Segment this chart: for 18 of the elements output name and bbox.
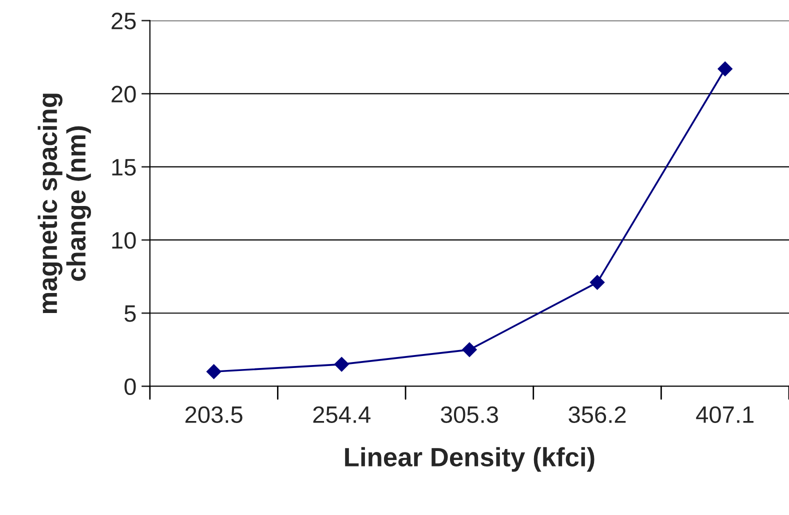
y-tick-label: 20 (112, 86, 136, 103)
point (206, 364, 222, 380)
y-tick-label: 5 (124, 305, 136, 322)
point (462, 342, 477, 358)
y-tick-label: 0 (124, 378, 136, 396)
x-tick-label: 356.2 (568, 406, 626, 424)
point (334, 356, 350, 372)
y-tick-label: 10 (112, 232, 136, 249)
x-tick-label: 254.4 (313, 406, 370, 424)
x-tick-label: 407.1 (696, 406, 754, 424)
x-tick-label: 305.3 (440, 406, 498, 424)
y-tick-label: 15 (112, 159, 136, 176)
point (590, 275, 605, 290)
y-tick-label: 25 (112, 12, 136, 30)
x-axis-title: Linear Density (kfci) (345, 447, 594, 472)
x-tick-label: 203.5 (185, 406, 242, 424)
point (718, 61, 732, 76)
y-axis-title: magnetic spacing change (nm) (38, 94, 92, 314)
